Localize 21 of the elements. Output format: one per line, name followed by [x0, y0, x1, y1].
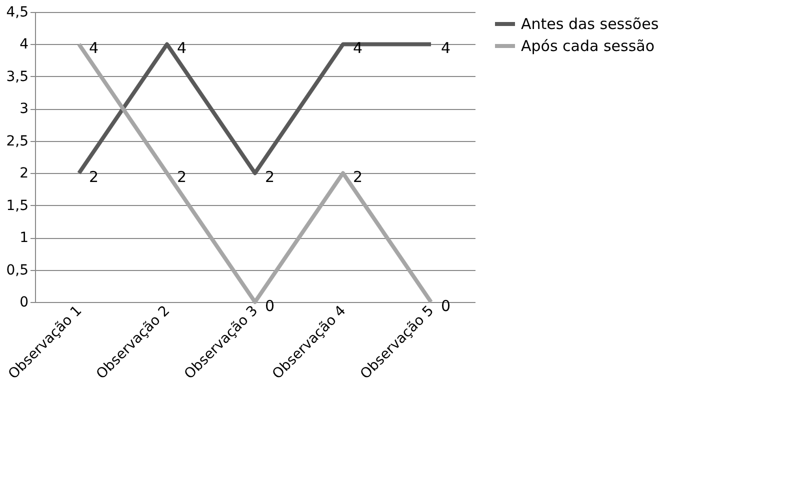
y-tick-label: 4,5: [6, 4, 28, 20]
y-tick-label: 0,5: [6, 262, 28, 278]
data-label: 2: [353, 168, 363, 186]
y-tick-label: 0: [20, 294, 28, 310]
data-label: 0: [265, 297, 275, 315]
data-label: 0: [441, 297, 451, 315]
legend-label: Após cada sessão: [521, 37, 655, 55]
data-label: 2: [177, 168, 187, 186]
data-label: 4: [441, 39, 451, 58]
legend-label: Antes das sessões: [521, 15, 659, 33]
y-tick-label: 3,5: [6, 68, 28, 85]
y-tick-label: 2,5: [6, 133, 28, 150]
y-tick-label: 1: [20, 230, 28, 246]
y-tick-label: 2: [20, 166, 28, 182]
y-tick-label: 1,5: [6, 198, 28, 214]
y-tick-label: 4: [20, 36, 29, 53]
data-label: 4: [177, 39, 187, 58]
data-label: 2: [265, 168, 275, 186]
data-label: 4: [89, 39, 99, 58]
y-tick-label: 3: [20, 101, 28, 118]
data-label: 2: [89, 168, 99, 186]
